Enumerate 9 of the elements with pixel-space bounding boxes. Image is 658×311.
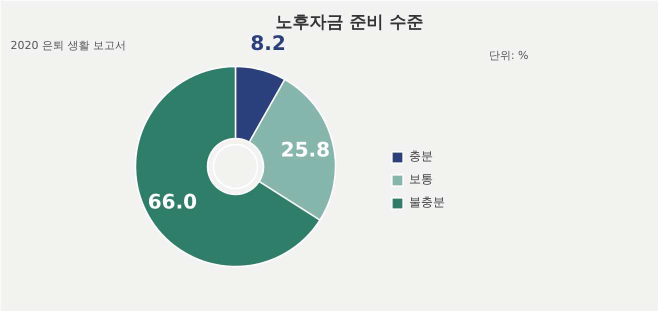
text: 2020 은퇴 생활 보고서 (10, 39, 126, 52)
data-label: 8.2 (250, 31, 286, 56)
text: 단위: % (488, 49, 528, 62)
chart-title: 노후자금 준비 수준 (276, 12, 424, 32)
legend-label: 불충분 (409, 194, 445, 211)
legend-label: 보통 (409, 171, 433, 188)
legend-label: 충분 (409, 148, 433, 165)
data-label: 25.8 (280, 138, 330, 162)
data-label: 66.0 (148, 190, 198, 214)
